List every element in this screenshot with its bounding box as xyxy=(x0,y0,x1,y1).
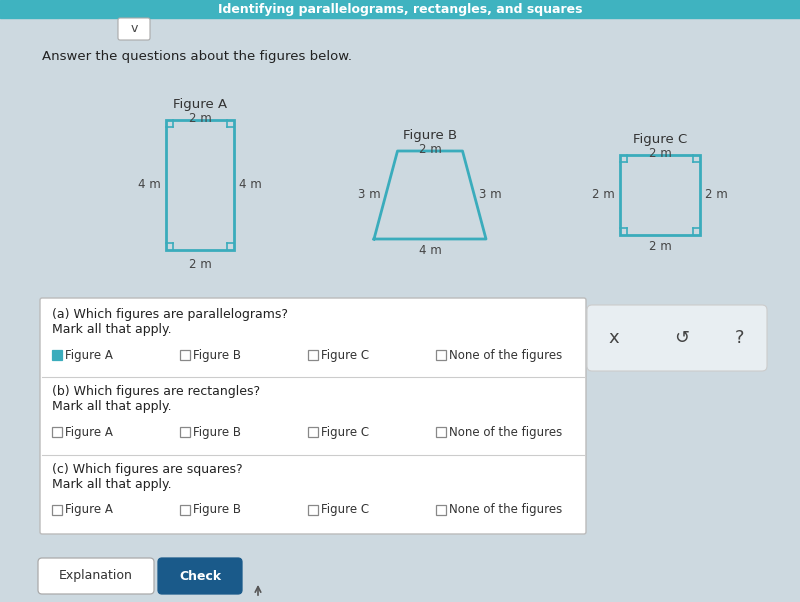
Text: Figure B: Figure B xyxy=(193,349,241,361)
Text: Figure B: Figure B xyxy=(193,426,241,439)
Bar xyxy=(180,350,190,360)
Text: Identifying parallelograms, rectangles, and squares: Identifying parallelograms, rectangles, … xyxy=(218,2,582,16)
Bar xyxy=(180,427,190,437)
Bar xyxy=(52,350,62,360)
Bar xyxy=(308,350,318,360)
FancyBboxPatch shape xyxy=(38,558,154,594)
Bar xyxy=(166,120,234,250)
Bar xyxy=(0,0,800,18)
Text: 2 m: 2 m xyxy=(592,188,615,202)
FancyBboxPatch shape xyxy=(40,298,586,534)
FancyBboxPatch shape xyxy=(118,18,150,40)
Text: Figure A: Figure A xyxy=(65,503,113,516)
Text: Figure B: Figure B xyxy=(193,503,241,516)
Text: 4 m: 4 m xyxy=(138,179,161,191)
Text: 4 m: 4 m xyxy=(239,179,262,191)
Text: 3 m: 3 m xyxy=(479,188,502,202)
Bar xyxy=(52,427,62,437)
Text: Figure A: Figure A xyxy=(173,98,227,111)
Text: x: x xyxy=(609,329,619,347)
Text: 2 m: 2 m xyxy=(705,188,728,202)
Text: Mark all that apply.: Mark all that apply. xyxy=(52,477,172,491)
Text: v: v xyxy=(130,22,138,36)
Bar xyxy=(308,427,318,437)
Text: (c) Which figures are squares?: (c) Which figures are squares? xyxy=(52,463,242,476)
Text: 2 m: 2 m xyxy=(189,112,211,125)
Bar xyxy=(52,504,62,515)
Text: 2 m: 2 m xyxy=(418,143,442,156)
Text: 2 m: 2 m xyxy=(649,147,671,160)
Text: 4 m: 4 m xyxy=(418,244,442,257)
Text: (a) Which figures are parallelograms?: (a) Which figures are parallelograms? xyxy=(52,308,288,321)
Text: Figure C: Figure C xyxy=(321,349,369,361)
Text: Mark all that apply.: Mark all that apply. xyxy=(52,400,172,414)
Text: Answer the questions about the figures below.: Answer the questions about the figures b… xyxy=(42,50,352,63)
Text: Figure A: Figure A xyxy=(65,349,113,361)
Bar xyxy=(436,350,446,360)
Bar xyxy=(308,504,318,515)
Text: Explanation: Explanation xyxy=(59,569,133,583)
Text: Figure C: Figure C xyxy=(633,133,687,146)
Text: Mark all that apply.: Mark all that apply. xyxy=(52,323,172,336)
Text: Check: Check xyxy=(179,569,221,583)
Text: Figure C: Figure C xyxy=(321,503,369,516)
Bar xyxy=(180,504,190,515)
Bar xyxy=(620,155,700,235)
Text: Figure A: Figure A xyxy=(65,426,113,439)
Bar xyxy=(436,504,446,515)
Text: Figure B: Figure B xyxy=(403,129,457,142)
FancyBboxPatch shape xyxy=(158,558,242,594)
Text: ?: ? xyxy=(735,329,745,347)
Text: Figure C: Figure C xyxy=(321,426,369,439)
Text: None of the figures: None of the figures xyxy=(449,426,562,439)
Text: None of the figures: None of the figures xyxy=(449,349,562,361)
Text: 3 m: 3 m xyxy=(358,188,381,202)
Bar xyxy=(436,427,446,437)
Text: 2 m: 2 m xyxy=(649,240,671,253)
Text: ↺: ↺ xyxy=(674,329,690,347)
FancyBboxPatch shape xyxy=(587,305,767,371)
Text: (b) Which figures are rectangles?: (b) Which figures are rectangles? xyxy=(52,385,260,399)
Text: None of the figures: None of the figures xyxy=(449,503,562,516)
Text: 2 m: 2 m xyxy=(189,258,211,271)
